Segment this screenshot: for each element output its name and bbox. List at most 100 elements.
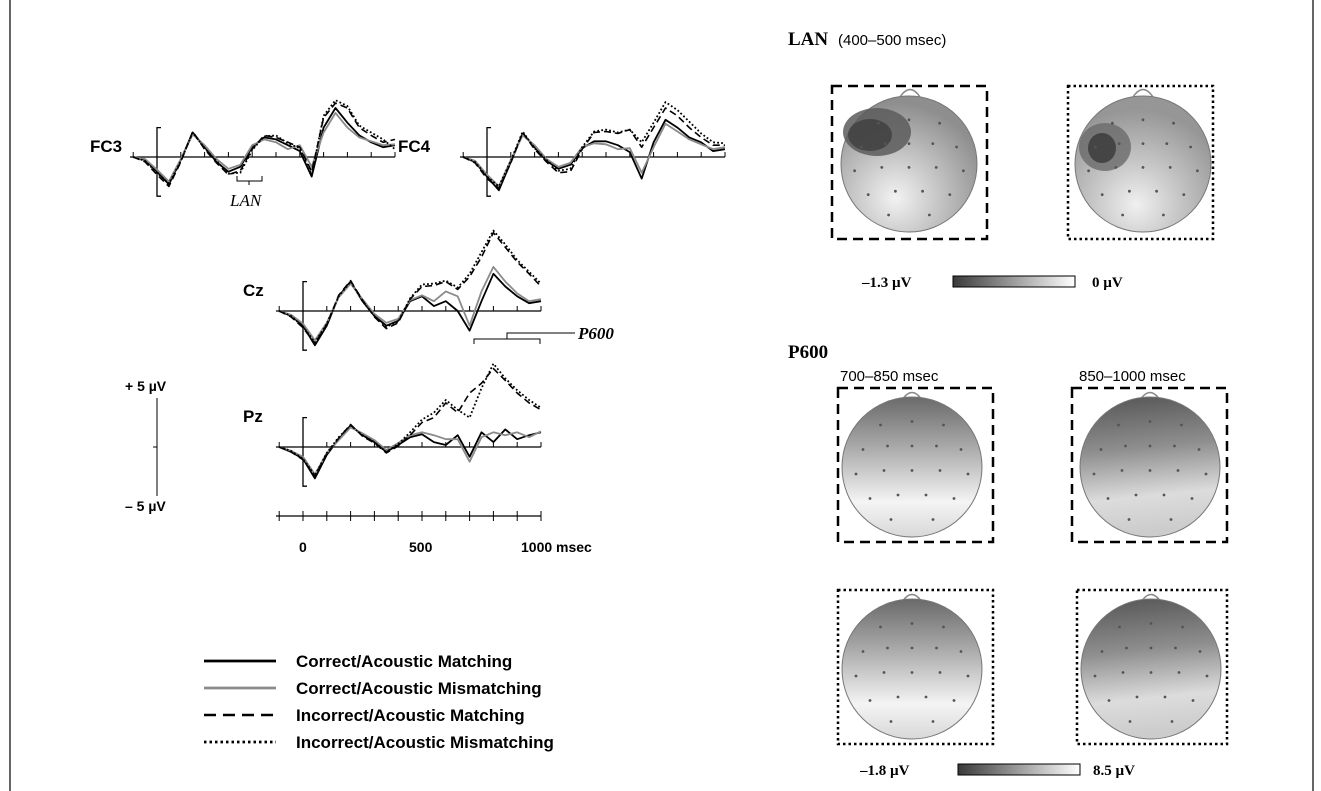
electrode-dot [1087, 169, 1090, 173]
electrode-dot [1205, 674, 1209, 678]
electrode-dot [910, 646, 914, 650]
p600-map-mismatching-late [1075, 588, 1229, 746]
electrode-dot [887, 213, 890, 217]
electrode-dot [928, 213, 931, 217]
electrode-dot [1125, 646, 1128, 650]
electrode-dot [1163, 695, 1167, 699]
electrode-dot [1204, 472, 1208, 476]
legend-label: Correct/Acoustic Mismatching [296, 679, 542, 698]
series-cz-4 [278, 229, 542, 344]
electrode-dot [1117, 142, 1121, 146]
electrode-dot [896, 493, 900, 497]
erp-channel-fc3 [130, 99, 396, 197]
erp-channel-fc4 [460, 101, 726, 197]
electrode-dot [938, 121, 941, 125]
electrode-dot [935, 646, 938, 650]
electrode-dot [942, 625, 945, 629]
electrode-dot [910, 469, 914, 472]
electrode-dot [1168, 166, 1172, 169]
p600-title: P600 [788, 342, 828, 363]
electrode-dot [1182, 193, 1186, 197]
electrode-dot [894, 189, 897, 193]
electrode-dot [1120, 469, 1124, 472]
electrode-dot [879, 625, 882, 629]
lan-colorbar-min: –1.3 µV [861, 275, 912, 291]
electrode-dot [952, 699, 956, 702]
electrode-dot [886, 646, 889, 650]
electrode-dot [877, 121, 880, 125]
electrode-dot [1189, 145, 1192, 149]
electrode-dot [938, 671, 942, 674]
electrode-dot [1141, 118, 1145, 122]
electrode-dot [1174, 646, 1177, 650]
electrode-dot [1149, 671, 1153, 674]
electrode-dot [1149, 622, 1153, 625]
p600-colorbar-min: –1.8 µV [859, 763, 910, 779]
lan-subtitle: (400–500 msec) [838, 32, 946, 49]
legend-label: Correct/Acoustic Matching [296, 652, 512, 671]
electrode-dot [1100, 650, 1104, 653]
electrode-dot [1121, 671, 1125, 674]
legend: Correct/Acoustic Matching Correct/Acousti… [204, 652, 554, 752]
time-tick-label: 0 [299, 539, 307, 555]
electrode-dot [1196, 169, 1199, 173]
electrode-dot [1149, 646, 1153, 650]
electrode-dot [948, 193, 952, 197]
time-tick-label: 1000 msec [521, 539, 592, 555]
electrode-dot [934, 166, 938, 169]
electrode-dot [931, 720, 935, 723]
electrode-dot [907, 118, 911, 122]
electrode-dot [866, 193, 870, 197]
electrode-dot [1106, 497, 1110, 500]
series-fc3-4 [132, 99, 396, 185]
electrode-dot [935, 444, 938, 448]
electrode-dot [1176, 469, 1180, 472]
electrode-dot [910, 420, 914, 423]
series-pz-3 [278, 367, 542, 478]
channel-label-pz: Pz [243, 407, 263, 426]
time-axis: 0 500 1000 msec [276, 511, 592, 555]
series-pz-1 [278, 424, 542, 480]
p600-map-matching-late [1070, 386, 1229, 544]
p600-window-1: 700–850 msec [840, 368, 939, 385]
series-cz-2 [278, 266, 542, 342]
electrode-dot [1170, 720, 1174, 723]
channel-axes-pz [276, 416, 542, 487]
channel-label-fc3: FC3 [90, 137, 122, 156]
erp-channel-pz [276, 362, 542, 487]
electrode-dot [1128, 189, 1131, 193]
channel-axes-cz [276, 280, 542, 351]
electrode-dot [1190, 497, 1194, 500]
legend-label: Incorrect/Acoustic Mismatching [296, 733, 554, 752]
electrode-dot [1172, 121, 1175, 125]
electrode-dot [879, 423, 882, 427]
electrode-dot [1177, 671, 1181, 674]
electrode-dot [1093, 674, 1097, 678]
electrode-dot [1118, 625, 1121, 629]
electrode-dot [907, 166, 911, 169]
electrode-dot [1135, 695, 1139, 699]
electrode-dot [1197, 448, 1201, 451]
time-tick-label: 500 [409, 539, 433, 555]
electrode-dot [1128, 720, 1132, 723]
electrode-dot [952, 497, 956, 500]
electrode-dot [1124, 444, 1127, 448]
lan-map-matching [830, 84, 989, 241]
electrode-dot [1173, 444, 1176, 448]
scale-bar-bottom-label: – 5 µV [125, 498, 166, 514]
electrode-dot [1114, 166, 1118, 169]
electrode-dot [1148, 420, 1152, 423]
electrode-dot [1148, 444, 1152, 448]
electrode-dot [966, 472, 970, 476]
electrode-dot [962, 169, 965, 173]
electrode-dot [1155, 189, 1158, 193]
lan-title: LAN [788, 29, 828, 50]
channel-label-fc4: FC4 [398, 137, 431, 156]
electrode-dot [942, 423, 945, 427]
electrode-dot [931, 142, 935, 146]
electrode-dot [1180, 423, 1183, 427]
electrode-dot [1141, 166, 1145, 169]
series-cz-3 [278, 231, 542, 345]
p600-map-matching-early [836, 386, 995, 544]
series-fc3-3 [132, 102, 396, 188]
